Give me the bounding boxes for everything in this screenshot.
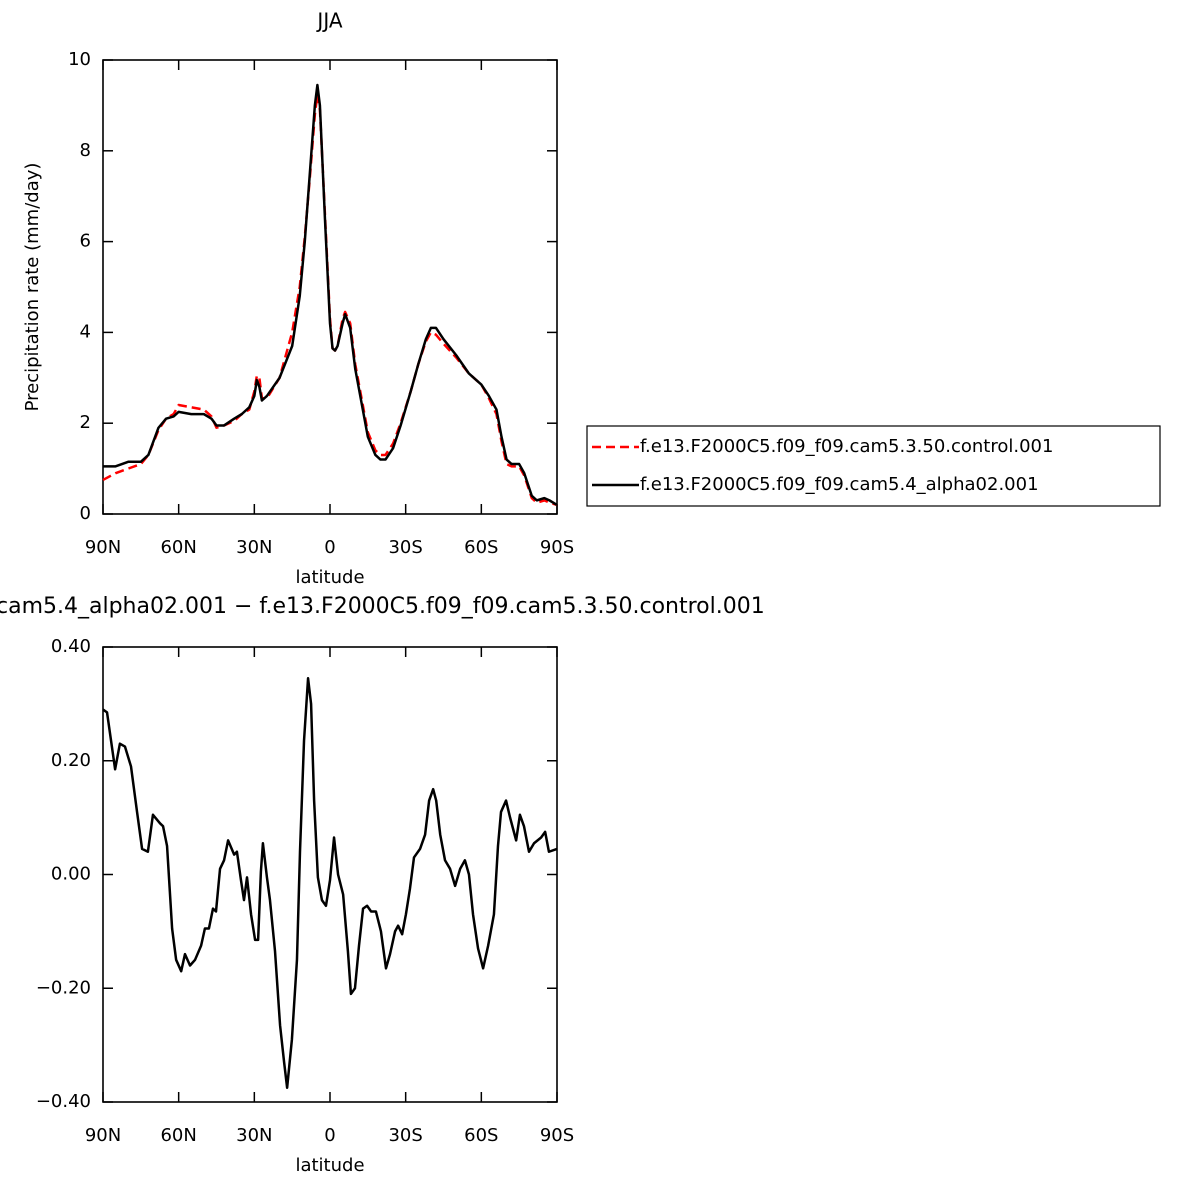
x-tick-label: 90S: [540, 1125, 574, 1146]
x-tick-label: 30N: [236, 1125, 272, 1146]
x-tick-label: 30S: [388, 537, 422, 558]
chart-title: JJA: [315, 9, 342, 33]
y-tick-label: 6: [80, 231, 91, 252]
y-tick-label: 4: [80, 321, 91, 342]
x-tick-label: 90N: [85, 537, 121, 558]
data-line: [103, 83, 558, 506]
plot-frame: [102, 646, 558, 1103]
x-tick-label: 30S: [388, 1125, 422, 1146]
plot-frame: [102, 59, 558, 515]
y-tick-label: 10: [68, 49, 91, 70]
y-tick-label: −0.40: [36, 1091, 91, 1112]
x-tick-label: 60S: [464, 537, 498, 558]
y-tick-label: 8: [80, 140, 91, 161]
x-tick-label: 60S: [464, 1125, 498, 1146]
x-axis-label: latitude: [295, 1155, 364, 1176]
x-axis-label: latitude: [295, 567, 364, 588]
y-tick-label: 0.20: [51, 750, 91, 771]
x-tick-label: 0: [324, 537, 335, 558]
y-tick-label: 0: [80, 503, 91, 524]
x-tick-label: 90N: [85, 1125, 121, 1146]
data-line: [102, 677, 558, 1090]
y-tick-label: −0.20: [36, 977, 91, 998]
x-tick-label: 30N: [236, 537, 272, 558]
y-tick-label: 0.00: [51, 864, 91, 885]
y-tick-label: 2: [80, 412, 91, 433]
legend-label: f.e13.F2000C5.f09_f09.cam5.4_alpha02.001: [640, 474, 1039, 495]
x-tick-label: 60N: [160, 537, 196, 558]
legend-box: [586, 425, 1161, 507]
legend-label: f.e13.F2000C5.f09_f09.cam5.3.50.control.…: [640, 436, 1053, 457]
x-tick-label: 0: [324, 1125, 335, 1146]
chart-title: cam5.4_alpha02.001 − f.e13.F2000C5.f09_f…: [0, 594, 765, 619]
y-axis-label: Precipitation rate (mm/day): [22, 163, 43, 412]
x-tick-label: 60N: [160, 1125, 196, 1146]
y-tick-label: 0.40: [51, 636, 91, 657]
x-tick-label: 90S: [540, 537, 574, 558]
